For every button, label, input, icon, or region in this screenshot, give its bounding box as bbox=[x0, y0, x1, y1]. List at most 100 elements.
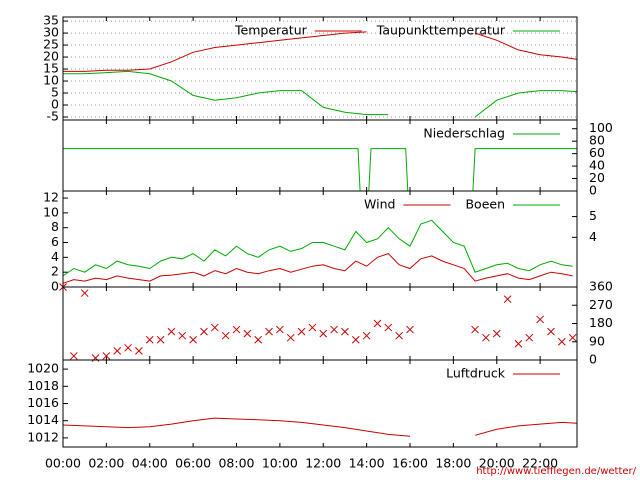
y-tick-label: 360 bbox=[589, 279, 613, 294]
line-series bbox=[474, 32, 578, 60]
line-series bbox=[62, 219, 573, 277]
y-tick-label: 270 bbox=[589, 297, 613, 312]
footer-url: http://www.tiefflegen.de/wetter/ bbox=[476, 466, 636, 477]
scatter-point bbox=[471, 325, 479, 334]
line-series bbox=[62, 417, 411, 437]
line-series bbox=[474, 421, 578, 436]
y2-tick-label: 4 bbox=[589, 229, 597, 244]
scatter-point bbox=[384, 323, 393, 332]
scatter-point bbox=[145, 335, 154, 344]
x-tick-label: 02:00 bbox=[88, 456, 124, 471]
y-tick-label: 15 bbox=[43, 61, 59, 76]
y-tick-label: 30 bbox=[43, 25, 59, 40]
y-tick-label: 10 bbox=[43, 73, 59, 88]
line-series bbox=[63, 31, 367, 72]
scatter-point bbox=[167, 327, 176, 336]
x-tick-label: 18:00 bbox=[435, 456, 471, 471]
y-tick-label: 20 bbox=[589, 170, 605, 185]
scatter-point bbox=[503, 295, 512, 304]
legend-label: Wind bbox=[364, 197, 395, 212]
y2-tick-label: 5 bbox=[589, 208, 597, 223]
legend-label: Taupunkttemperatur bbox=[376, 23, 506, 38]
scatter-point bbox=[254, 335, 263, 344]
scatter-point bbox=[200, 327, 208, 336]
y-tick-label: 40 bbox=[589, 158, 605, 173]
x-tick-label: 22:00 bbox=[522, 456, 558, 471]
scatter-point bbox=[492, 329, 501, 338]
y-tick-label: 5 bbox=[51, 85, 59, 100]
legend-label: Luftdruck bbox=[446, 366, 506, 381]
scatter-point bbox=[265, 327, 273, 336]
y-tick-label: 35 bbox=[43, 13, 59, 28]
scatter-point bbox=[319, 329, 328, 338]
y-tick-label: 20 bbox=[43, 49, 59, 64]
y-tick-label: 10 bbox=[43, 204, 59, 219]
scatter-point bbox=[308, 323, 317, 332]
plot-frame bbox=[62, 359, 578, 448]
y-tick-label: 2 bbox=[51, 264, 59, 279]
y-tick-label: 25 bbox=[43, 37, 59, 52]
line-series bbox=[63, 70, 389, 116]
y-tick-label: 1016 bbox=[27, 395, 59, 410]
scatter-point bbox=[113, 347, 122, 355]
scatter-point bbox=[286, 333, 295, 342]
scatter-point bbox=[341, 327, 349, 336]
line-series bbox=[474, 90, 578, 118]
y-tick-label: 12 bbox=[43, 190, 59, 205]
scatter-point bbox=[178, 331, 187, 340]
y-tick-label: 1018 bbox=[27, 378, 59, 393]
scatter-point bbox=[156, 335, 165, 344]
scatter-point bbox=[80, 289, 89, 297]
scatter-point bbox=[189, 335, 197, 344]
y-tick-label: 1020 bbox=[27, 361, 59, 376]
x-tick-label: 10:00 bbox=[262, 456, 298, 471]
scatter-point bbox=[514, 339, 523, 348]
scatter-point bbox=[557, 337, 566, 346]
y-tick-label: 8 bbox=[51, 219, 59, 234]
y-tick-label: 6 bbox=[51, 234, 59, 249]
scatter-point bbox=[482, 333, 490, 342]
y-tick-label: 60 bbox=[589, 145, 605, 160]
line-series bbox=[63, 148, 577, 192]
scatter-point bbox=[525, 333, 534, 342]
scatter-point bbox=[395, 331, 404, 340]
y-tick-label: 1012 bbox=[27, 429, 59, 444]
y-tick-label: 0 bbox=[51, 97, 59, 112]
x-tick-label: 16:00 bbox=[392, 456, 428, 471]
scatter-point bbox=[351, 335, 360, 344]
x-tick-label: 20:00 bbox=[479, 456, 515, 471]
scatter-point bbox=[232, 325, 241, 334]
scatter-point bbox=[373, 319, 382, 328]
y-tick-label: 100 bbox=[589, 120, 613, 135]
x-tick-label: 14:00 bbox=[349, 456, 385, 471]
y-tick-label: 0 bbox=[589, 183, 597, 198]
legend-label: Temperatur bbox=[234, 23, 308, 38]
scatter-point bbox=[536, 315, 544, 324]
scatter-point bbox=[210, 323, 219, 332]
x-tick-label: 04:00 bbox=[132, 456, 168, 471]
scatter-point bbox=[69, 352, 78, 360]
scatter-point bbox=[297, 327, 306, 336]
scatter-point bbox=[276, 325, 284, 334]
y-tick-label: 90 bbox=[589, 333, 605, 348]
y-tick-label: 180 bbox=[589, 315, 613, 330]
scatter-point bbox=[547, 327, 555, 336]
x-tick-label: 08:00 bbox=[218, 456, 254, 471]
y-tick-label: 0 bbox=[51, 279, 59, 294]
x-tick-label: 00:00 bbox=[45, 456, 81, 471]
y-tick-label: 80 bbox=[589, 133, 605, 148]
scatter-point bbox=[221, 331, 230, 340]
scatter-point bbox=[102, 352, 111, 360]
y-tick-label: -5 bbox=[47, 109, 59, 124]
y-tick-label: 4 bbox=[51, 249, 59, 264]
x-tick-label: 06:00 bbox=[175, 456, 211, 471]
scatter-point bbox=[135, 347, 143, 355]
scatter-point bbox=[124, 343, 132, 352]
scatter-point bbox=[406, 325, 414, 334]
scatter-point bbox=[330, 325, 338, 334]
legend-label: Boeen bbox=[465, 197, 505, 212]
legend-label: Niederschlag bbox=[423, 126, 505, 141]
line-series bbox=[62, 253, 573, 284]
x-tick-label: 12:00 bbox=[305, 456, 341, 471]
